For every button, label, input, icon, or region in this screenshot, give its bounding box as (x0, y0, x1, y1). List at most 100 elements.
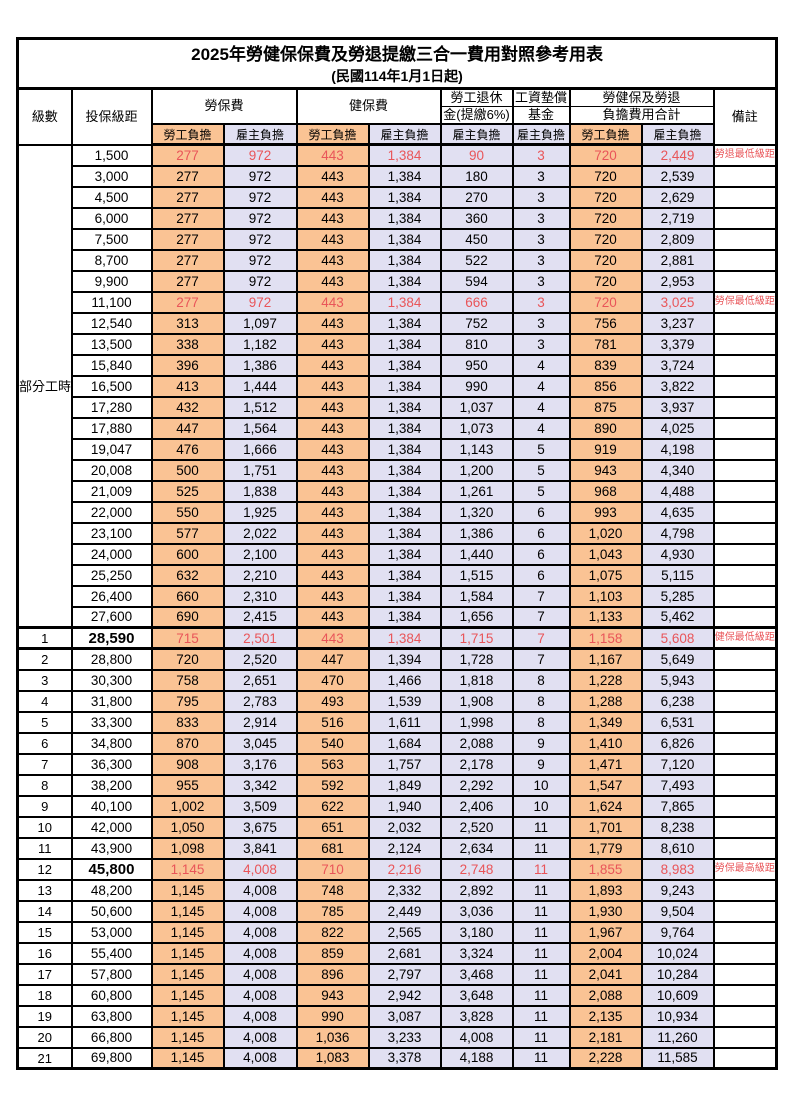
cell-li_er: 2,100 (222, 542, 298, 566)
table-row: 21,009 525 1,838 443 1,384 1,261 5 968 4,488 (18, 479, 778, 503)
cell-hi_emp: 443 (295, 311, 370, 335)
cell-hi_emp: 443 (295, 269, 370, 293)
cell-tot_emp: 720 (568, 290, 643, 314)
cell-tot_er: 4,025 (640, 416, 715, 440)
cell-li_er: 3,045 (222, 731, 298, 755)
table-row: 7 36,300 908 3,176 563 1,757 2,178 9 1,471 7,120 (16, 752, 778, 776)
cell-pen: 2,520 (439, 815, 514, 839)
cell-note (712, 731, 778, 755)
cell-li_er: 4,008 (222, 878, 298, 902)
cell-li_er: 4,008 (222, 920, 298, 944)
table-row: 5 33,300 833 2,914 516 1,611 1,998 8 1,349 6,531 (16, 710, 778, 734)
cell-hi_emp: 443 (295, 437, 370, 461)
cell-tot_emp: 1,967 (568, 920, 643, 944)
subheader-labor-employee: 勞工負擔 (150, 123, 225, 147)
cell-wf: 4 (511, 374, 571, 398)
cell-tot_er: 2,629 (640, 185, 715, 209)
cell-hi_emp: 1,083 (295, 1046, 370, 1070)
cell-note (712, 1046, 778, 1070)
cell-li_emp: 447 (150, 416, 225, 440)
cell-hi_emp: 943 (295, 983, 370, 1007)
cell-tot_er: 4,340 (640, 458, 715, 482)
cell-level: 14 (16, 899, 73, 923)
cell-bracket: 4,500 (70, 185, 153, 209)
cell-bracket: 40,100 (70, 794, 153, 818)
cell-hi_er: 1,384 (367, 332, 442, 356)
cell-tot_er: 5,285 (640, 584, 715, 608)
cell-bracket: 69,800 (70, 1046, 153, 1070)
cell-tot_emp: 2,181 (568, 1025, 643, 1049)
table-row: 2 28,800 720 2,520 447 1,394 1,728 7 1,167 5,649 (16, 647, 778, 671)
subheader-wage-fund-employer: 雇主負擔 (511, 123, 571, 147)
cell-hi_er: 2,032 (367, 815, 442, 839)
cell-wf: 6 (511, 500, 571, 524)
cell-bracket: 55,400 (70, 941, 153, 965)
cell-pen: 3,648 (439, 983, 514, 1007)
cell-tot_emp: 781 (568, 332, 643, 356)
cell-bracket: 15,840 (70, 353, 153, 377)
cell-li_er: 3,509 (222, 794, 298, 818)
cell-tot_emp: 1,228 (568, 668, 643, 692)
cell-bracket: 17,280 (70, 395, 153, 419)
cell-tot_er: 3,724 (640, 353, 715, 377)
cell-hi_er: 1,384 (367, 227, 442, 251)
table-row: 10 42,000 1,050 3,675 651 2,032 2,520 11 1,701 8,… (16, 815, 778, 839)
cell-li_emp: 500 (150, 458, 225, 482)
cell-pen: 1,386 (439, 521, 514, 545)
cell-pen: 3,828 (439, 1004, 514, 1028)
cell-li_emp: 690 (150, 605, 225, 629)
cell-li_emp: 1,145 (150, 962, 225, 986)
table-row: 17 57,800 1,145 4,008 896 2,797 3,468 11 2,041 10… (16, 962, 778, 986)
cell-hi_er: 2,681 (367, 941, 442, 965)
cell-wf: 8 (511, 689, 571, 713)
cell-note (712, 584, 778, 608)
cell-li_er: 972 (222, 269, 298, 293)
cell-wf: 3 (511, 185, 571, 209)
cell-li_er: 1,097 (222, 311, 298, 335)
cell-tot_emp: 1,893 (568, 878, 643, 902)
cell-pen: 2,292 (439, 773, 514, 797)
cell-li_emp: 870 (150, 731, 225, 755)
cell-hi_er: 2,942 (367, 983, 442, 1007)
cell-note (712, 374, 778, 398)
cell-level: 15 (16, 920, 73, 944)
cell-pen: 1,998 (439, 710, 514, 734)
cell-wf: 4 (511, 395, 571, 419)
subheader-total-employee: 勞工負擔 (568, 123, 643, 147)
cell-li_er: 2,520 (222, 647, 298, 671)
cell-tot_er: 5,462 (640, 605, 715, 629)
cell-tot_emp: 720 (568, 269, 643, 293)
cell-hi_er: 1,539 (367, 689, 442, 713)
table-row: 6 34,800 870 3,045 540 1,684 2,088 9 1,410 6,826 (16, 731, 778, 755)
cell-note (712, 668, 778, 692)
cell-tot_er: 3,822 (640, 374, 715, 398)
cell-tot_emp: 968 (568, 479, 643, 503)
table-row: 9 40,100 1,002 3,509 622 1,940 2,406 10 1,624 7,8… (16, 794, 778, 818)
table-row: 21 69,800 1,145 4,008 1,083 3,378 4,188 11 2,228… (16, 1046, 778, 1070)
cell-hi_er: 1,384 (367, 311, 442, 335)
cell-wf: 11 (511, 899, 571, 923)
table-body: 部分工時 1,500 277 972 443 1,384 90 3 720 2,449 勞退最低級距… (16, 143, 778, 1070)
cell-hi_emp: 540 (295, 731, 370, 755)
cell-pen: 1,656 (439, 605, 514, 629)
cell-li_er: 2,022 (222, 521, 298, 545)
cell-note (712, 269, 778, 293)
table-row: 14 50,600 1,145 4,008 785 2,449 3,036 11 1,930 9,… (16, 899, 778, 923)
cell-li_emp: 277 (150, 143, 225, 167)
cell-li_er: 2,501 (222, 626, 298, 651)
cell-note (712, 332, 778, 356)
cell-wf: 11 (511, 1046, 571, 1070)
cell-bracket: 53,000 (70, 920, 153, 944)
cell-hi_er: 2,797 (367, 962, 442, 986)
cell-bracket: 19,047 (70, 437, 153, 461)
cell-wf: 11 (511, 1025, 571, 1049)
cell-li_emp: 720 (150, 647, 225, 671)
cell-bracket: 66,800 (70, 1025, 153, 1049)
cell-tot_er: 2,449 (640, 143, 715, 167)
cell-tot_er: 7,865 (640, 794, 715, 818)
cell-hi_er: 1,384 (367, 353, 442, 377)
cell-hi_emp: 516 (295, 710, 370, 734)
header-row-group-1: 級數 投保級距 勞保費 健保費 勞工退休 工資墊償 勞健保及勞退 備註 (16, 87, 778, 146)
cell-tot_emp: 1,043 (568, 542, 643, 566)
